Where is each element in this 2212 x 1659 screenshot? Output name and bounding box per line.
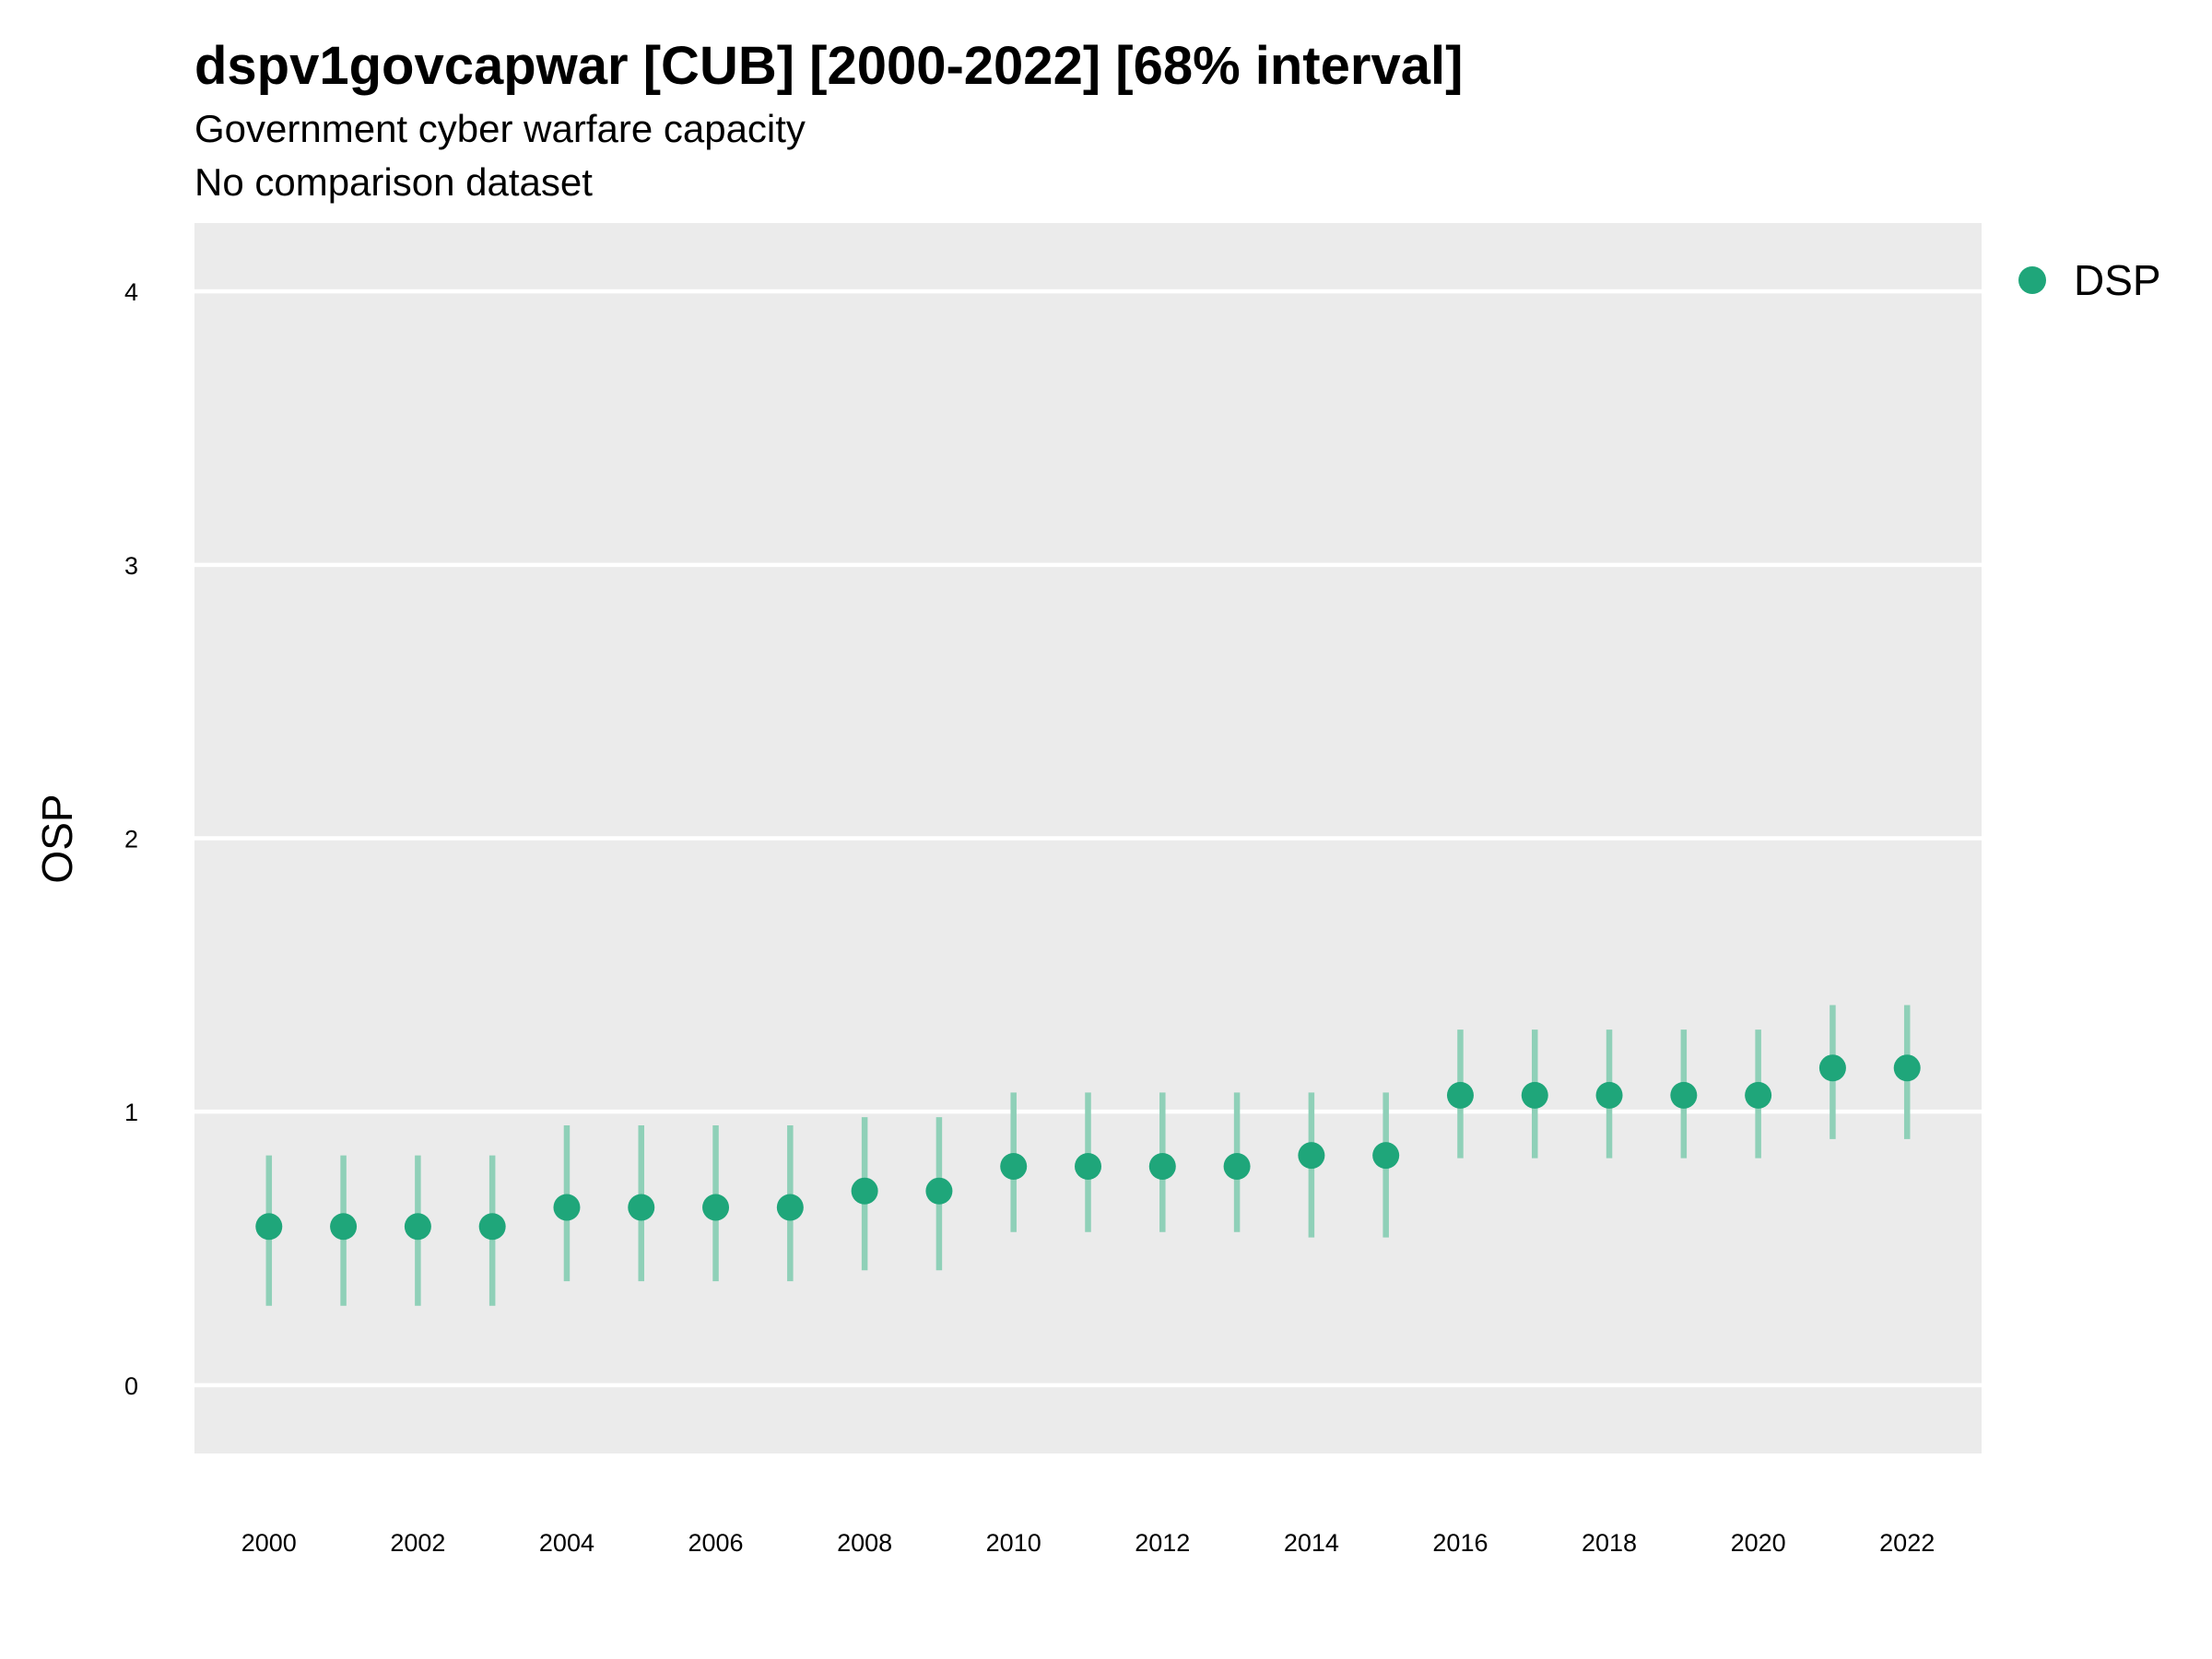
x-axis-ticks: 2000 2002 2004 2006 2008 2010 2012 2014 2016 2018… [241,1529,1935,1557]
data-point-2020 [1745,1081,1772,1109]
data-point-2001 [330,1213,358,1241]
data-point-2002 [404,1213,431,1241]
data-point-2012 [1148,1153,1176,1180]
y-tick-label-3: 3 [124,552,138,580]
data-point-2005 [628,1194,655,1221]
y-tick-label-2: 2 [124,826,138,853]
chart-subtitle-secondary: No comparison dataset [194,160,593,204]
data-point-2019 [1670,1081,1698,1109]
x-tick-label-2020: 2020 [1731,1529,1786,1557]
data-point-2021 [1818,1054,1846,1082]
x-tick-label-2012: 2012 [1135,1529,1190,1557]
x-tick-label-2004: 2004 [539,1529,594,1557]
data-point-2003 [478,1213,506,1241]
x-tick-label-2002: 2002 [390,1529,445,1557]
y-tick-label-4: 4 [124,278,138,306]
legend-label-dsp: DSP [2074,256,2161,304]
data-point-2014 [1298,1142,1325,1170]
legend-marker-dsp [2018,266,2046,294]
data-point-2017 [1521,1081,1548,1109]
x-tick-label-2014: 2014 [1284,1529,1339,1557]
data-points [255,1054,1921,1241]
x-tick-label-2018: 2018 [1582,1529,1637,1557]
data-point-2018 [1595,1081,1623,1109]
data-point-2011 [1075,1153,1101,1180]
x-tick-label-2022: 2022 [1879,1529,1935,1557]
data-point-2009 [925,1177,953,1205]
y-tick-label-1: 1 [124,1099,138,1126]
y-axis-title: OSP [33,794,81,883]
x-tick-label-2006: 2006 [688,1529,744,1557]
data-point-2022 [1893,1054,1921,1082]
data-point-2006 [702,1194,730,1221]
data-point-2007 [776,1194,804,1221]
x-tick-label-2016: 2016 [1432,1529,1488,1557]
x-tick-label-2010: 2010 [986,1529,1041,1557]
data-point-2010 [1000,1153,1028,1180]
x-tick-label-2000: 2000 [241,1529,297,1557]
x-tick-label-2008: 2008 [837,1529,892,1557]
data-point-2000 [255,1213,283,1241]
data-point-2013 [1223,1153,1251,1180]
data-point-2008 [851,1177,878,1205]
chart-subtitle: Government cyber warfare capacity [194,107,806,150]
legend: DSP [2018,256,2161,304]
data-point-2015 [1372,1142,1400,1170]
data-point-2016 [1446,1081,1474,1109]
y-axis-ticks: 0 1 2 3 4 [124,278,138,1400]
chart-title: dspv1govcapwar [CUB] [2000-2022] [68% in… [194,36,1464,96]
data-point-2004 [553,1194,581,1221]
y-tick-label-0: 0 [124,1372,138,1400]
